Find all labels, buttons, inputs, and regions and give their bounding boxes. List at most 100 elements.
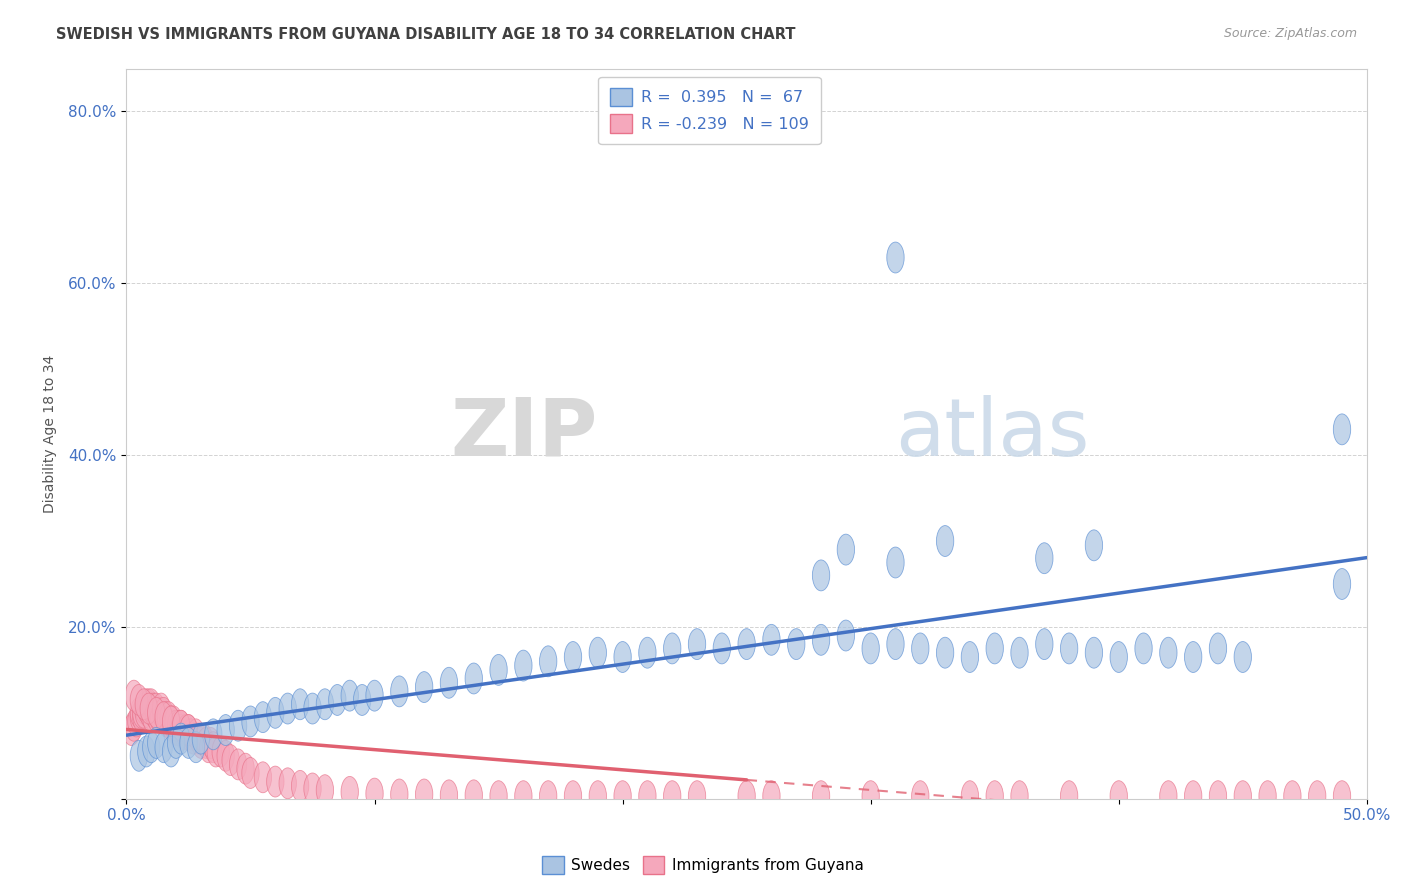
Ellipse shape — [713, 633, 731, 664]
Ellipse shape — [190, 723, 207, 754]
Ellipse shape — [291, 771, 309, 801]
Ellipse shape — [142, 693, 160, 724]
Ellipse shape — [440, 780, 457, 811]
Ellipse shape — [193, 728, 209, 758]
Ellipse shape — [135, 693, 152, 724]
Ellipse shape — [163, 706, 180, 737]
Ellipse shape — [1284, 780, 1301, 812]
Ellipse shape — [148, 693, 165, 724]
Ellipse shape — [150, 702, 167, 732]
Ellipse shape — [664, 780, 681, 812]
Ellipse shape — [1060, 780, 1078, 812]
Ellipse shape — [391, 676, 408, 706]
Ellipse shape — [1333, 568, 1351, 599]
Ellipse shape — [1111, 780, 1128, 812]
Ellipse shape — [157, 706, 174, 737]
Ellipse shape — [887, 547, 904, 578]
Ellipse shape — [217, 714, 235, 746]
Ellipse shape — [986, 633, 1004, 664]
Ellipse shape — [564, 641, 582, 673]
Ellipse shape — [278, 693, 297, 724]
Y-axis label: Disability Age 18 to 34: Disability Age 18 to 34 — [44, 354, 58, 513]
Ellipse shape — [165, 706, 183, 737]
Ellipse shape — [1184, 780, 1202, 812]
Ellipse shape — [170, 714, 187, 746]
Ellipse shape — [787, 629, 804, 659]
Ellipse shape — [194, 723, 212, 754]
Ellipse shape — [142, 702, 160, 732]
Ellipse shape — [180, 714, 197, 746]
Ellipse shape — [837, 620, 855, 651]
Ellipse shape — [589, 780, 606, 812]
Ellipse shape — [145, 693, 163, 724]
Ellipse shape — [936, 637, 953, 668]
Ellipse shape — [366, 778, 384, 809]
Ellipse shape — [155, 698, 173, 728]
Ellipse shape — [911, 633, 929, 664]
Ellipse shape — [163, 710, 180, 741]
Ellipse shape — [465, 780, 482, 811]
Ellipse shape — [122, 714, 141, 746]
Ellipse shape — [155, 702, 173, 732]
Ellipse shape — [170, 710, 187, 741]
Ellipse shape — [135, 689, 152, 720]
Ellipse shape — [155, 731, 173, 763]
Ellipse shape — [1060, 633, 1078, 664]
Ellipse shape — [242, 706, 259, 737]
Ellipse shape — [342, 776, 359, 807]
Ellipse shape — [193, 723, 209, 754]
Ellipse shape — [813, 624, 830, 656]
Ellipse shape — [1333, 414, 1351, 445]
Ellipse shape — [391, 779, 408, 810]
Ellipse shape — [138, 689, 155, 720]
Ellipse shape — [155, 702, 173, 732]
Ellipse shape — [465, 663, 482, 694]
Ellipse shape — [813, 780, 830, 812]
Ellipse shape — [128, 706, 145, 737]
Ellipse shape — [1036, 542, 1053, 574]
Legend: Swedes, Immigrants from Guyana: Swedes, Immigrants from Guyana — [536, 850, 870, 880]
Ellipse shape — [229, 710, 247, 741]
Ellipse shape — [187, 719, 205, 750]
Ellipse shape — [236, 753, 254, 784]
Ellipse shape — [614, 641, 631, 673]
Ellipse shape — [1209, 633, 1226, 664]
Ellipse shape — [138, 736, 155, 767]
Ellipse shape — [165, 710, 183, 741]
Ellipse shape — [304, 693, 321, 724]
Ellipse shape — [150, 698, 167, 728]
Ellipse shape — [316, 689, 333, 720]
Ellipse shape — [202, 728, 219, 758]
Ellipse shape — [1011, 780, 1028, 812]
Ellipse shape — [157, 702, 174, 732]
Ellipse shape — [540, 646, 557, 677]
Ellipse shape — [353, 684, 371, 715]
Text: SWEDISH VS IMMIGRANTS FROM GUYANA DISABILITY AGE 18 TO 34 CORRELATION CHART: SWEDISH VS IMMIGRANTS FROM GUYANA DISABI… — [56, 27, 796, 42]
Ellipse shape — [415, 779, 433, 810]
Ellipse shape — [1234, 780, 1251, 812]
Ellipse shape — [1309, 780, 1326, 812]
Ellipse shape — [267, 698, 284, 728]
Ellipse shape — [180, 728, 197, 758]
Ellipse shape — [141, 693, 157, 724]
Ellipse shape — [689, 780, 706, 812]
Text: Source: ZipAtlas.com: Source: ZipAtlas.com — [1223, 27, 1357, 40]
Ellipse shape — [187, 731, 205, 763]
Ellipse shape — [1258, 780, 1277, 812]
Ellipse shape — [141, 698, 157, 728]
Ellipse shape — [564, 780, 582, 812]
Ellipse shape — [167, 710, 184, 741]
Ellipse shape — [205, 719, 222, 750]
Ellipse shape — [254, 762, 271, 793]
Ellipse shape — [167, 714, 184, 746]
Ellipse shape — [1036, 629, 1053, 659]
Ellipse shape — [160, 702, 177, 732]
Ellipse shape — [131, 698, 148, 728]
Legend: R =  0.395   N =  67, R = -0.239   N = 109: R = 0.395 N = 67, R = -0.239 N = 109 — [599, 77, 821, 144]
Ellipse shape — [911, 780, 929, 812]
Ellipse shape — [212, 736, 229, 767]
Ellipse shape — [329, 684, 346, 715]
Ellipse shape — [316, 775, 333, 805]
Ellipse shape — [986, 780, 1004, 812]
Ellipse shape — [887, 629, 904, 659]
